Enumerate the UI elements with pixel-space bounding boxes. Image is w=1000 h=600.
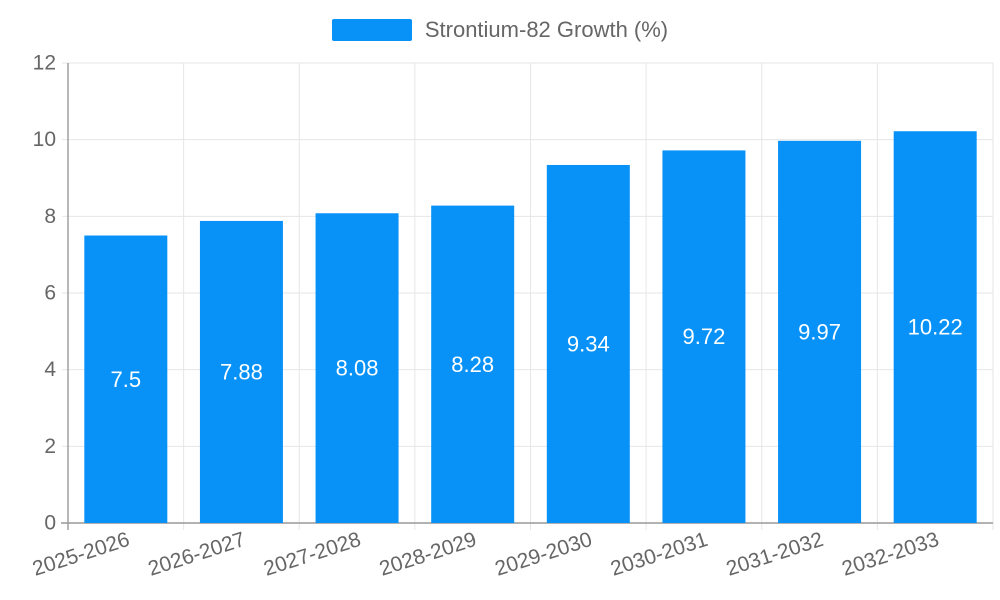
x-tick-label: 2030-2031 (608, 528, 711, 581)
bar-value-label: 10.22 (908, 315, 963, 340)
y-tick-label: 2 (44, 435, 56, 458)
y-tick-label: 0 (44, 512, 56, 535)
bar-value-label: 9.72 (683, 324, 726, 349)
y-tick-label: 12 (33, 52, 56, 75)
bar-value-label: 9.97 (798, 319, 841, 344)
bar[interactable] (662, 150, 746, 523)
bar-value-label: 7.88 (220, 359, 263, 384)
y-tick-label: 4 (44, 358, 56, 381)
y-tick-label: 6 (44, 282, 56, 305)
x-tick-label: 2032-2033 (839, 528, 942, 581)
legend[interactable]: Strontium-82 Growth (%) (0, 19, 1000, 41)
x-tick-label: 2029-2030 (492, 528, 595, 581)
x-tick-label: 2027-2028 (261, 528, 364, 581)
x-tick-label: 2025-2026 (30, 528, 133, 581)
bar-value-label: 8.28 (451, 352, 494, 377)
y-tick-label: 8 (44, 205, 56, 228)
bar[interactable] (893, 131, 977, 523)
bar[interactable] (199, 220, 283, 523)
bar[interactable] (546, 164, 630, 523)
bar[interactable] (778, 140, 862, 524)
y-tick-label: 10 (33, 128, 56, 151)
bar-value-label: 8.08 (336, 356, 379, 381)
legend-swatch (331, 19, 412, 41)
bar-value-label: 9.34 (567, 331, 610, 356)
bar[interactable] (315, 213, 399, 523)
bar-value-label: 7.5 (111, 367, 142, 392)
bar[interactable] (431, 205, 515, 523)
x-tick-label: 2026-2027 (145, 528, 248, 581)
bar[interactable] (84, 235, 168, 524)
x-tick-label: 2028-2029 (377, 528, 480, 581)
x-tick-label: 2031-2032 (723, 528, 826, 581)
legend-label: Strontium-82 Growth (%) (424, 17, 669, 42)
